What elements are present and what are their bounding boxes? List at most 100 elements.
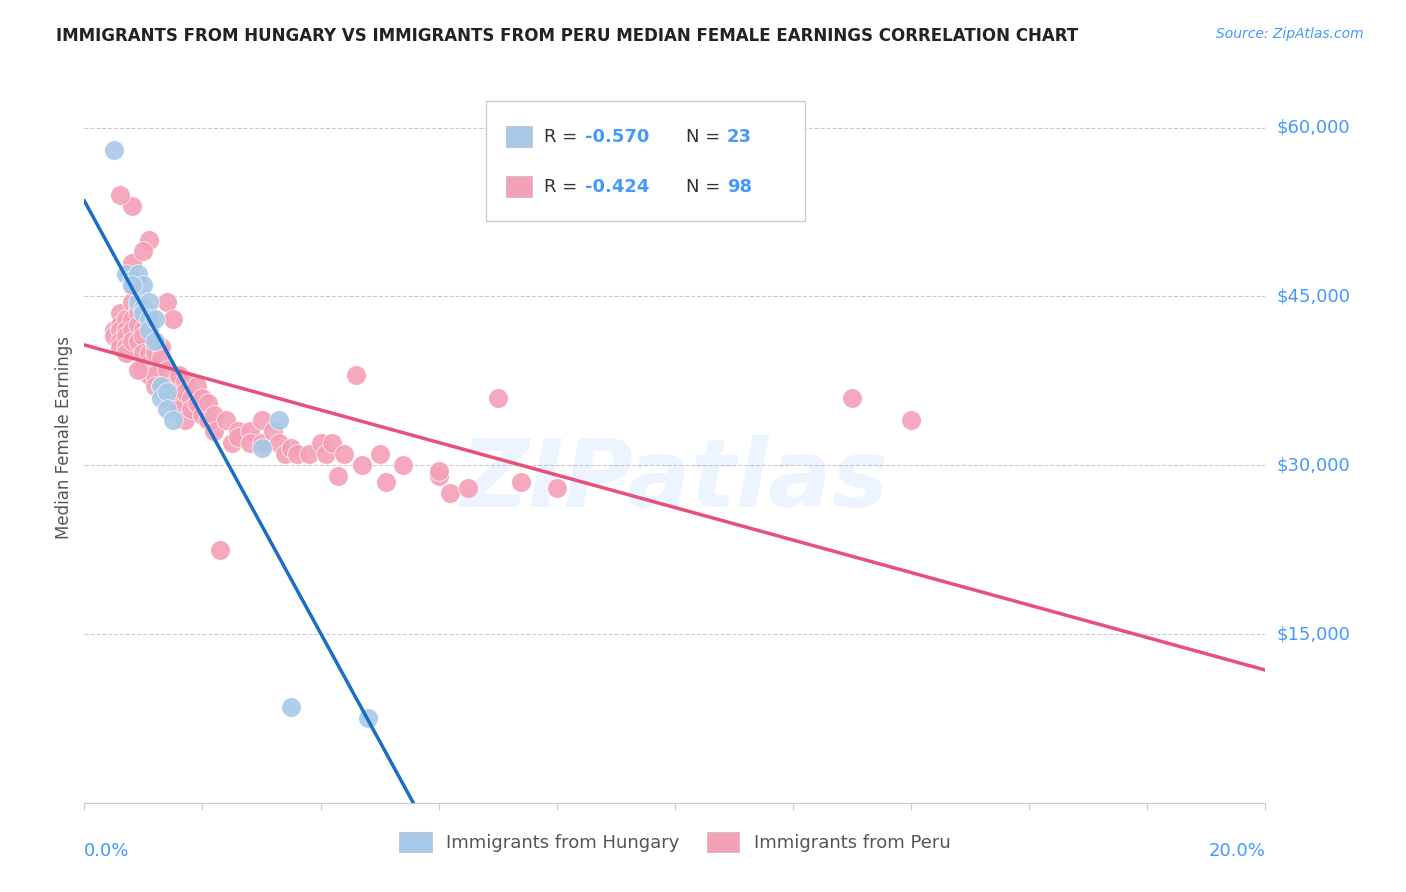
Text: N =: N = bbox=[686, 128, 725, 146]
Point bbox=[167, 391, 190, 405]
Point bbox=[132, 278, 155, 293]
Point bbox=[457, 481, 479, 495]
Point bbox=[900, 413, 922, 427]
Point bbox=[486, 391, 509, 405]
Point bbox=[143, 368, 166, 383]
Text: -0.424: -0.424 bbox=[585, 178, 650, 195]
Point bbox=[132, 328, 155, 343]
Point bbox=[138, 233, 160, 247]
Point bbox=[427, 469, 450, 483]
Point bbox=[197, 396, 219, 410]
Point bbox=[143, 379, 166, 393]
Point bbox=[121, 312, 143, 326]
Point bbox=[127, 306, 149, 320]
Point bbox=[841, 391, 863, 405]
Point bbox=[180, 391, 202, 405]
Point bbox=[121, 278, 143, 293]
Point bbox=[138, 345, 160, 359]
Point bbox=[138, 312, 160, 326]
Point bbox=[103, 323, 125, 337]
Legend: Immigrants from Hungary, Immigrants from Peru: Immigrants from Hungary, Immigrants from… bbox=[392, 824, 957, 860]
Point bbox=[162, 312, 184, 326]
Point bbox=[209, 542, 232, 557]
Point bbox=[127, 301, 149, 315]
Point bbox=[202, 408, 225, 422]
Point bbox=[262, 425, 284, 439]
Point bbox=[132, 345, 155, 359]
Text: -0.570: -0.570 bbox=[585, 128, 650, 146]
Point bbox=[357, 711, 380, 725]
Point bbox=[108, 323, 131, 337]
Text: $45,000: $45,000 bbox=[1277, 287, 1351, 305]
Point bbox=[103, 143, 125, 157]
Point bbox=[108, 306, 131, 320]
Point bbox=[114, 340, 136, 354]
Text: R =: R = bbox=[544, 178, 582, 195]
Point bbox=[121, 334, 143, 349]
Point bbox=[127, 362, 149, 376]
Text: $60,000: $60,000 bbox=[1277, 119, 1350, 136]
Text: 23: 23 bbox=[727, 128, 752, 146]
Text: Source: ZipAtlas.com: Source: ZipAtlas.com bbox=[1216, 27, 1364, 41]
Point bbox=[121, 295, 143, 310]
Point bbox=[546, 481, 568, 495]
Point bbox=[250, 413, 273, 427]
Point bbox=[132, 323, 155, 337]
Point bbox=[127, 334, 149, 349]
Point bbox=[108, 323, 131, 337]
Point bbox=[150, 379, 173, 393]
Point bbox=[143, 345, 166, 359]
Point bbox=[315, 447, 337, 461]
Text: $30,000: $30,000 bbox=[1277, 456, 1350, 475]
Point bbox=[221, 435, 243, 450]
Point bbox=[143, 312, 166, 326]
FancyBboxPatch shape bbox=[486, 101, 804, 221]
Point bbox=[132, 362, 155, 376]
Point bbox=[328, 469, 350, 483]
Point bbox=[132, 306, 155, 320]
Point bbox=[173, 385, 195, 400]
Text: ZIPatlas: ZIPatlas bbox=[461, 435, 889, 527]
Point bbox=[143, 340, 166, 354]
Point bbox=[309, 435, 332, 450]
Point bbox=[108, 188, 131, 202]
Point bbox=[150, 391, 173, 405]
Point bbox=[226, 425, 249, 439]
Point bbox=[121, 278, 143, 293]
Point bbox=[108, 334, 131, 349]
Point bbox=[285, 447, 308, 461]
Point bbox=[167, 368, 190, 383]
Point bbox=[121, 272, 143, 286]
Point bbox=[186, 396, 208, 410]
Point bbox=[167, 401, 190, 416]
Point bbox=[280, 442, 302, 456]
Text: 98: 98 bbox=[727, 178, 752, 195]
Point bbox=[298, 447, 321, 461]
Point bbox=[127, 295, 149, 310]
Text: N =: N = bbox=[686, 178, 725, 195]
Point bbox=[162, 413, 184, 427]
Point bbox=[156, 391, 179, 405]
Point bbox=[132, 301, 155, 315]
Point bbox=[121, 199, 143, 213]
Point bbox=[173, 374, 195, 388]
Point bbox=[103, 328, 125, 343]
Y-axis label: Median Female Earnings: Median Female Earnings bbox=[55, 335, 73, 539]
Text: 20.0%: 20.0% bbox=[1209, 842, 1265, 860]
Point bbox=[121, 323, 143, 337]
Point bbox=[156, 295, 179, 310]
Point bbox=[280, 700, 302, 714]
Point bbox=[180, 401, 202, 416]
Point bbox=[127, 267, 149, 281]
Point bbox=[138, 368, 160, 383]
Point bbox=[269, 435, 291, 450]
Point bbox=[156, 362, 179, 376]
Text: IMMIGRANTS FROM HUNGARY VS IMMIGRANTS FROM PERU MEDIAN FEMALE EARNINGS CORRELATI: IMMIGRANTS FROM HUNGARY VS IMMIGRANTS FR… bbox=[56, 27, 1078, 45]
Point bbox=[392, 458, 415, 473]
Point bbox=[250, 442, 273, 456]
Point bbox=[150, 379, 173, 393]
Point bbox=[150, 340, 173, 354]
Point bbox=[239, 435, 262, 450]
Point bbox=[368, 447, 391, 461]
Point bbox=[215, 413, 238, 427]
